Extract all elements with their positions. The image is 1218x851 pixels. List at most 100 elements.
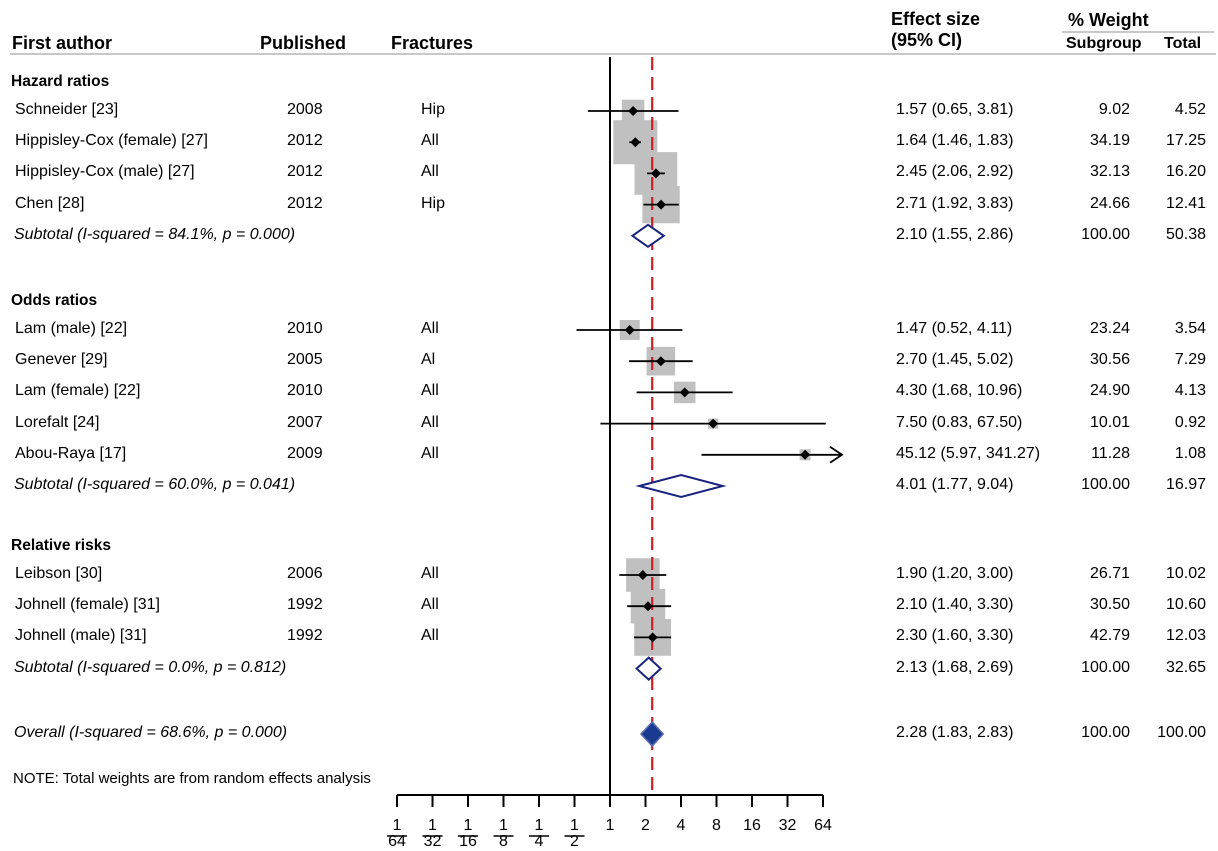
point-estimate bbox=[650, 168, 661, 179]
subtotal-effect-size: 2.13 (1.68, 2.69) bbox=[896, 658, 1014, 676]
study-weight-total: 3.54 bbox=[1174, 320, 1206, 337]
header-ci: (95% CI) bbox=[891, 30, 963, 50]
subtotal-weight-subgroup: 100.00 bbox=[1081, 476, 1130, 493]
study-author: Chen [28] bbox=[15, 194, 85, 212]
study-effect-size: 1.57 (0.65, 3.81) bbox=[896, 101, 1014, 118]
tick-label: 8 bbox=[712, 817, 721, 834]
study-fracture: Al bbox=[421, 351, 436, 369]
subtotal-label: Subtotal (I-squared = 84.1%, p = 0.000) bbox=[14, 225, 296, 243]
section-title: Odds ratios bbox=[11, 292, 98, 309]
study-weight-total: 1.08 bbox=[1174, 444, 1206, 462]
study-weight-subgroup: 24.90 bbox=[1089, 382, 1130, 400]
overall-effect-size: 2.28 (1.83, 2.83) bbox=[896, 724, 1014, 741]
study-weight-total: 10.60 bbox=[1165, 596, 1206, 614]
study-fracture: All bbox=[421, 382, 439, 400]
point-estimate bbox=[642, 601, 653, 612]
study-weight-subgroup: 24.66 bbox=[1089, 194, 1130, 212]
tick-label: 64 bbox=[814, 817, 832, 834]
study-year: 2008 bbox=[287, 101, 323, 118]
study-effect-size: 2.71 (1.92, 3.83) bbox=[896, 194, 1014, 212]
tick-label-numerator: 1 bbox=[570, 817, 579, 834]
study-author: Schneider [23] bbox=[15, 101, 119, 118]
header-first-author: First author bbox=[12, 33, 113, 53]
study-author: Abou-Raya [17] bbox=[15, 444, 127, 462]
header-total: Total bbox=[1164, 35, 1202, 52]
overall-diamond bbox=[639, 720, 665, 748]
study-effect-size: 45.12 (5.97, 341.27) bbox=[896, 444, 1041, 462]
study-weight-subgroup: 11.28 bbox=[1091, 444, 1130, 462]
footnote: NOTE: Total weights are from random effe… bbox=[13, 770, 371, 787]
study-author: Johnell (male) [31] bbox=[15, 627, 147, 645]
study-weight-total: 4.13 bbox=[1174, 382, 1206, 400]
study-fracture: All bbox=[421, 320, 439, 337]
point-estimate bbox=[656, 199, 667, 210]
point-estimate bbox=[679, 387, 690, 398]
study-fracture: All bbox=[421, 565, 439, 582]
study-year: 1992 bbox=[287, 627, 323, 645]
header-weight-rule bbox=[1062, 31, 1214, 33]
study-author: Lam (male) [22] bbox=[15, 320, 128, 337]
study-author: Lam (female) [22] bbox=[15, 382, 141, 400]
study-effect-size: 1.64 (1.46, 1.83) bbox=[896, 132, 1014, 150]
subtotal-weight-subgroup: 100.00 bbox=[1081, 225, 1130, 243]
study-weight-total: 12.03 bbox=[1165, 627, 1206, 645]
study-weight-subgroup: 30.50 bbox=[1089, 596, 1130, 614]
study-author: Genever [29] bbox=[15, 351, 108, 369]
subtotal-label: Subtotal (I-squared = 60.0%, p = 0.041) bbox=[14, 476, 296, 493]
tick-label-denominator: 64 bbox=[388, 833, 406, 850]
point-estimate bbox=[628, 106, 639, 116]
study-year: 2012 bbox=[287, 132, 323, 150]
study-weight-subgroup: 10.01 bbox=[1089, 413, 1130, 431]
header-fractures: Fractures bbox=[391, 33, 474, 53]
study-year: 2005 bbox=[287, 351, 323, 369]
study-weight-total: 7.29 bbox=[1174, 351, 1206, 369]
section-title: Relative risks bbox=[11, 537, 111, 554]
tick-label-denominator: 16 bbox=[459, 833, 477, 850]
tick-label-numerator: 1 bbox=[534, 817, 544, 834]
header-rule bbox=[10, 53, 1216, 55]
tick-label-denominator: 32 bbox=[423, 833, 442, 850]
header-subgroup: Subgroup bbox=[1066, 35, 1142, 52]
tick-label-denominator: 4 bbox=[534, 833, 544, 850]
study-effect-size: 7.50 (0.83, 67.50) bbox=[896, 413, 1023, 431]
study-fracture: All bbox=[421, 132, 439, 150]
tick-label: 1 bbox=[605, 817, 615, 834]
study-weight-total: 12.41 bbox=[1165, 194, 1206, 212]
point-estimate bbox=[655, 356, 666, 367]
study-weight-subgroup: 23.24 bbox=[1089, 320, 1130, 337]
study-weight-total: 0.92 bbox=[1174, 413, 1206, 431]
tick-label: 32 bbox=[778, 817, 797, 834]
subtotal-effect-size: 2.10 (1.55, 2.86) bbox=[896, 225, 1014, 243]
tick-label-denominator: 8 bbox=[499, 833, 508, 850]
study-effect-size: 1.47 (0.52, 4.11) bbox=[896, 320, 1013, 337]
study-fracture: All bbox=[421, 627, 439, 645]
point-estimate bbox=[647, 632, 658, 643]
study-author: Hippisley-Cox (male) [27] bbox=[15, 163, 195, 181]
study-weight-subgroup: 26.71 bbox=[1089, 565, 1130, 582]
subtotal-weight-total: 16.97 bbox=[1165, 476, 1206, 493]
point-estimate bbox=[800, 449, 811, 460]
tick-label-denominator: 2 bbox=[570, 833, 579, 850]
study-effect-size: 2.10 (1.40, 3.30) bbox=[896, 596, 1014, 614]
study-year: 2010 bbox=[287, 320, 323, 337]
study-author: Leibson [30] bbox=[15, 565, 103, 582]
study-effect-size: 2.70 (1.45, 5.02) bbox=[896, 351, 1014, 369]
study-year: 2010 bbox=[287, 382, 323, 400]
tick-label-numerator: 1 bbox=[499, 817, 508, 834]
study-year: 2007 bbox=[287, 413, 323, 431]
study-year: 2006 bbox=[287, 565, 323, 582]
study-weight-subgroup: 34.19 bbox=[1089, 132, 1130, 150]
study-weight-subgroup: 32.13 bbox=[1089, 163, 1130, 181]
study-fracture: All bbox=[421, 413, 439, 431]
study-weight-total: 17.25 bbox=[1165, 132, 1206, 150]
study-author: Johnell (female) [31] bbox=[15, 596, 160, 614]
study-year: 2012 bbox=[287, 194, 323, 212]
study-fracture: Hip bbox=[421, 101, 446, 118]
study-weight-total: 10.02 bbox=[1165, 565, 1206, 582]
tick-label-numerator: 1 bbox=[463, 817, 473, 834]
overall-weight-total: 100.00 bbox=[1157, 724, 1206, 741]
overall-weight-subgroup: 100.00 bbox=[1081, 724, 1130, 741]
point-estimate bbox=[624, 325, 635, 335]
tick-label: 16 bbox=[743, 817, 761, 834]
